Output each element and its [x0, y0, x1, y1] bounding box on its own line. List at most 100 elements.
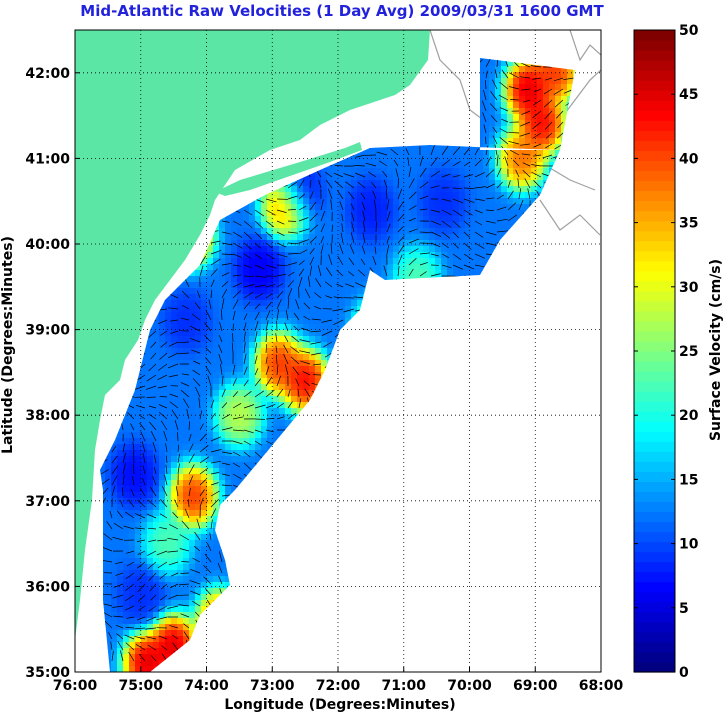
- velocity-cell: [231, 330, 238, 337]
- velocity-cell: [237, 342, 244, 349]
- velocity-cell: [249, 228, 256, 235]
- velocity-cell: [159, 348, 166, 355]
- velocity-cell: [237, 324, 244, 331]
- velocity-cell: [261, 228, 268, 235]
- velocity-cell: [177, 354, 184, 361]
- velocity-cell: [117, 552, 124, 559]
- velocity-cell: [135, 444, 142, 451]
- velocity-cell: [111, 552, 118, 559]
- velocity-cell: [207, 444, 214, 451]
- velocity-cell: [225, 348, 232, 355]
- velocity-cell: [111, 624, 118, 631]
- velocity-cell: [231, 420, 238, 427]
- velocity-cell: [243, 270, 250, 277]
- velocity-cell: [165, 468, 172, 475]
- velocity-cell: [273, 324, 280, 331]
- velocity-cell: [255, 270, 262, 277]
- velocity-cell: [213, 366, 220, 373]
- velocity-cell: [249, 420, 256, 427]
- velocity-cell: [321, 234, 328, 241]
- velocity-cell: [135, 480, 142, 487]
- velocity-cell: [297, 210, 304, 217]
- velocity-cell: [189, 552, 196, 559]
- velocity-cell: [183, 540, 190, 547]
- velocity-cell: [159, 588, 166, 595]
- velocity-cell: [159, 630, 166, 637]
- velocity-cell: [225, 252, 232, 259]
- velocity-cell: [153, 534, 160, 541]
- velocity-cell: [135, 504, 142, 511]
- velocity-cell: [123, 528, 130, 535]
- velocity-cell: [309, 324, 316, 331]
- velocity-cell: [129, 600, 136, 607]
- velocity-cell: [117, 462, 124, 469]
- velocity-cell: [273, 402, 280, 409]
- velocity-cell: [195, 294, 202, 301]
- velocity-cell: [279, 420, 286, 427]
- velocity-cell: [333, 276, 340, 283]
- velocity-cell: [249, 324, 256, 331]
- velocity-cell: [285, 258, 292, 265]
- velocity-cell: [213, 474, 220, 481]
- velocity-cell: [297, 288, 304, 295]
- velocity-cell: [141, 642, 148, 649]
- velocity-cell: [267, 288, 274, 295]
- velocity-cell: [195, 366, 202, 373]
- velocity-cell: [153, 390, 160, 397]
- velocity-cell: [153, 642, 160, 649]
- velocity-cell: [255, 252, 262, 259]
- velocity-cell: [207, 528, 214, 535]
- velocity-cell: [261, 390, 268, 397]
- velocity-cell: [225, 306, 232, 313]
- velocity-cell: [105, 528, 112, 535]
- velocity-cell: [153, 324, 160, 331]
- velocity-cell: [147, 630, 154, 637]
- velocity-cell: [153, 522, 160, 529]
- velocity-cell: [273, 360, 280, 367]
- velocity-cell: [171, 480, 178, 487]
- velocity-cell: [165, 606, 172, 613]
- velocity-cell: [153, 462, 160, 469]
- velocity-cell: [189, 510, 196, 517]
- velocity-cell: [213, 426, 220, 433]
- velocity-cell: [243, 234, 250, 241]
- velocity-cell: [141, 462, 148, 469]
- velocity-cell: [171, 636, 178, 643]
- velocity-cell: [255, 396, 262, 403]
- velocity-cell: [183, 618, 190, 625]
- velocity-cell: [225, 318, 232, 325]
- velocity-cell: [279, 360, 286, 367]
- velocity-cell: [171, 588, 178, 595]
- velocity-cell: [333, 210, 340, 217]
- velocity-cell: [117, 612, 124, 619]
- velocity-cell: [195, 486, 202, 493]
- velocity-cell: [285, 330, 292, 337]
- velocity-cell: [231, 354, 238, 361]
- velocity-cell: [237, 408, 244, 415]
- velocity-cell: [105, 516, 112, 523]
- velocity-cell: [333, 306, 340, 313]
- velocity-cell: [177, 606, 184, 613]
- velocity-cell: [171, 456, 178, 463]
- velocity-cell: [177, 486, 184, 493]
- velocity-cell: [225, 330, 232, 337]
- velocity-cell: [327, 186, 334, 193]
- velocity-cell: [207, 540, 214, 547]
- velocity-cell: [189, 318, 196, 325]
- velocity-cell: [261, 312, 268, 319]
- velocity-cell: [279, 336, 286, 343]
- velocity-cell: [171, 540, 178, 547]
- velocity-cell: [333, 222, 340, 229]
- velocity-cell: [117, 546, 124, 553]
- velocity-cell: [165, 360, 172, 367]
- velocity-cell: [345, 264, 352, 271]
- velocity-cell: [165, 426, 172, 433]
- velocity-cell: [297, 372, 304, 379]
- velocity-cell: [249, 270, 256, 277]
- velocity-cell: [153, 342, 160, 349]
- velocity-cell: [345, 228, 352, 235]
- velocity-cell: [279, 312, 286, 319]
- velocity-cell: [321, 312, 328, 319]
- velocity-cell: [171, 582, 178, 589]
- velocity-cell: [237, 366, 244, 373]
